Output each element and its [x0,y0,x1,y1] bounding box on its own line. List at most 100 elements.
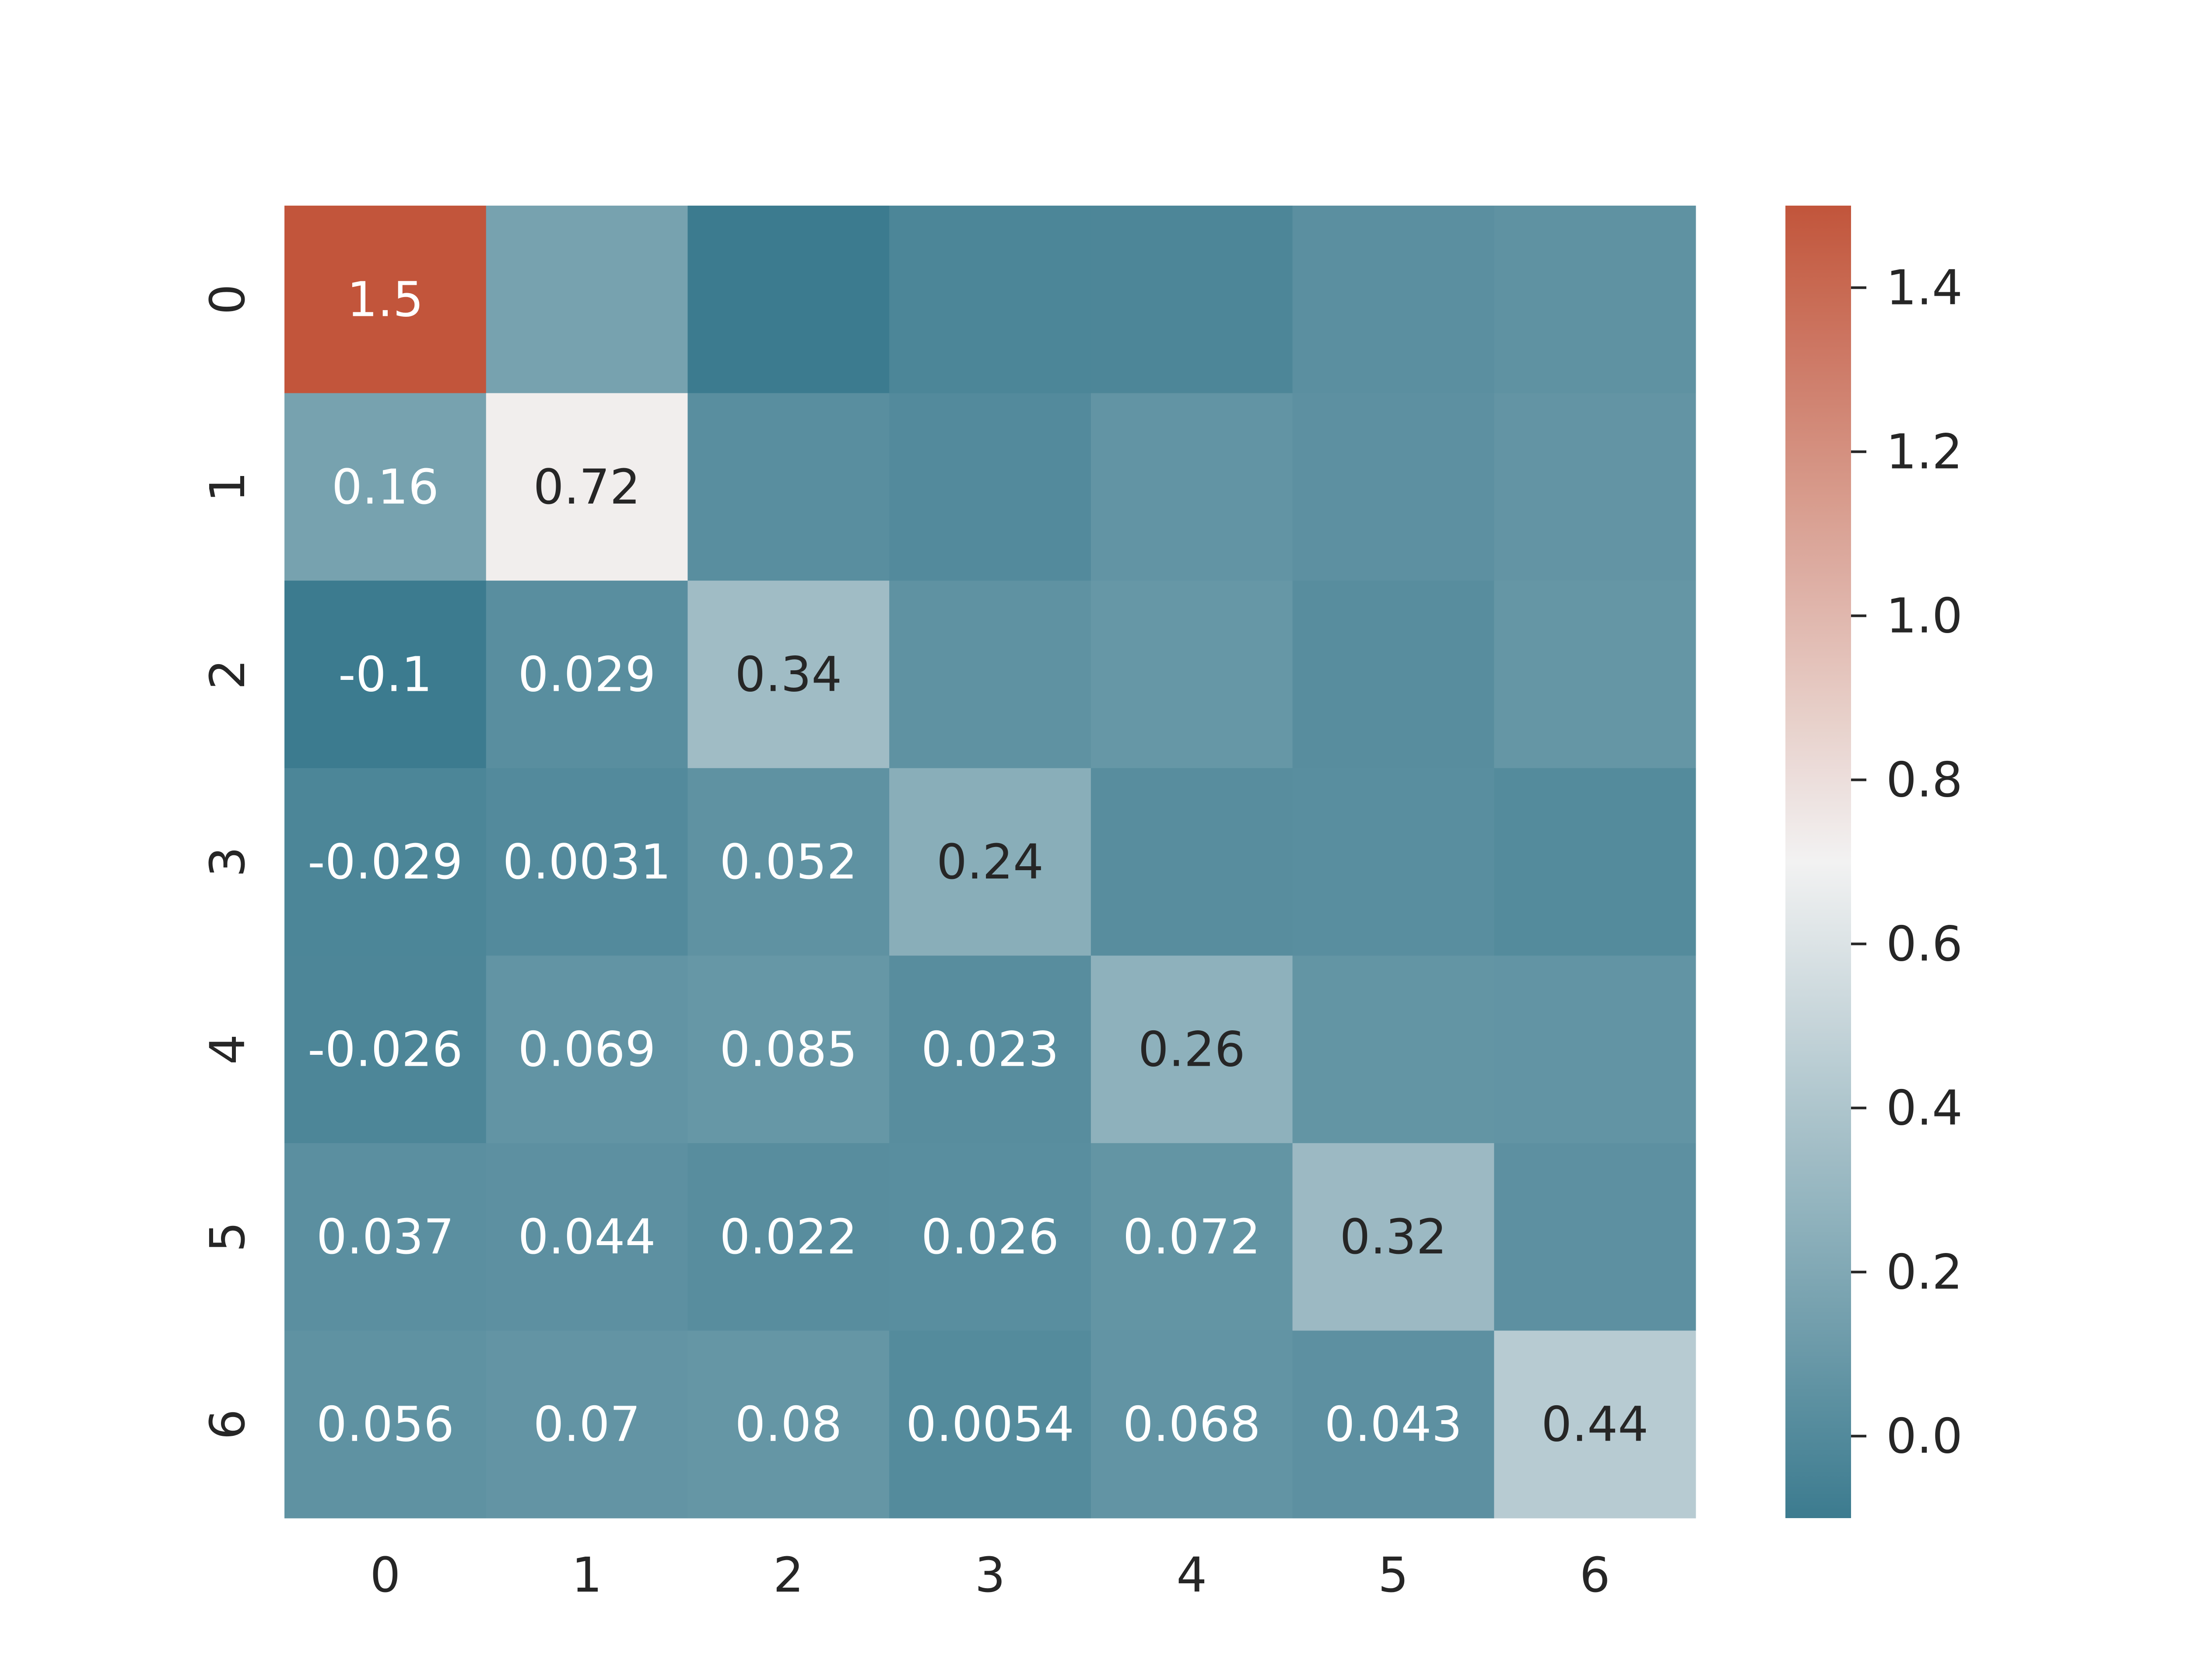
y-axis-ticks: 0 1 2 3 4 5 6 [200,284,256,1439]
heatmap-cell [889,1330,1091,1519]
heatmap-cell [687,393,890,581]
heatmap-cell [284,581,487,769]
cell-value-label: 0.044 [518,1209,656,1265]
heatmap-cell [1090,1330,1293,1519]
cell-value-label: 0.068 [1123,1396,1261,1452]
y-tick-label: 5 [200,1222,256,1252]
heatmap-cell [889,393,1091,581]
x-tick-label: 2 [773,1547,804,1603]
heatmap-cell [1494,393,1696,581]
cell-value-label: -0.029 [308,834,463,890]
heatmap-cell [1494,581,1696,769]
heatmap-cell [1292,768,1494,956]
heatmap-cell [486,206,688,394]
colorbar: 0.0 0.2 0.4 0.6 0.8 1.0 1.2 1.4 [1785,206,1963,1518]
colorbar-tick-label: 1.2 [1886,424,1963,480]
heatmap-cell [687,956,890,1144]
heatmap-cell [687,1143,890,1331]
cell-value-label: 0.34 [735,646,842,702]
heatmap-cell [1494,1330,1696,1519]
heatmap-cell [1292,206,1494,394]
heatmap-cell [1090,1143,1293,1331]
heatmap-cell [687,1330,890,1519]
heatmap-cell [687,206,890,394]
cell-value-label: 0.043 [1324,1396,1462,1452]
heatmap-cell [687,581,890,769]
heatmap-cell [1494,956,1696,1144]
cell-value-label: 0.26 [1138,1022,1245,1078]
heatmap-cell [889,206,1091,394]
heatmap-cell [1292,581,1494,769]
cell-value-label: 0.07 [533,1396,641,1452]
y-tick-label: 2 [200,659,256,690]
colorbar-tick-label: 0.0 [1886,1408,1963,1464]
heatmap-cell [284,206,487,394]
heatmap-cell [284,956,487,1144]
cell-value-label: 0.072 [1123,1209,1261,1265]
heatmap-cell [889,1143,1091,1331]
cell-value-label: 0.056 [316,1396,454,1452]
heatmap-cell [889,956,1091,1144]
colorbar-gradient [1785,206,1851,1518]
heatmap-cell [1292,1330,1494,1519]
heatmap-cells [284,206,1696,1519]
cell-value-label: 0.022 [719,1209,857,1265]
cell-value-label: 0.32 [1339,1209,1447,1265]
x-tick-label: 6 [1580,1547,1610,1603]
cell-value-label: 0.023 [921,1022,1059,1078]
colorbar-tick-label: 1.4 [1886,260,1963,316]
heatmap-cell [889,581,1091,769]
heatmap-cell [284,768,487,956]
heatmap-cell [284,393,487,581]
cell-value-label: 0.029 [518,646,656,702]
y-tick-label: 3 [200,847,256,877]
cell-value-label: 0.085 [719,1022,857,1078]
heatmap-cell [486,1330,688,1519]
heatmap-cell [486,956,688,1144]
x-tick-label: 1 [572,1547,602,1603]
heatmap-cell [1090,956,1293,1144]
colorbar-tick-label: 0.8 [1886,752,1963,808]
x-tick-label: 4 [1176,1547,1207,1603]
heatmap-cell [1090,768,1293,956]
cell-value-label: 0.037 [316,1209,454,1265]
x-tick-label: 5 [1378,1547,1409,1603]
heatmap-cell [1090,393,1293,581]
y-tick-label: 6 [200,1409,256,1440]
y-tick-label: 4 [200,1034,256,1065]
heatmap-cell [1090,206,1293,394]
heatmap-cell [486,393,688,581]
x-axis-ticks: 0 1 2 3 4 5 6 [370,1547,1610,1603]
heatmap-cell [687,768,890,956]
colorbar-tick-label: 0.6 [1886,916,1963,972]
x-tick-label: 0 [370,1547,400,1603]
cell-value-label: -0.1 [338,646,432,702]
heatmap-cell [486,1143,688,1331]
cell-value-label: 0.0054 [906,1396,1074,1452]
cell-value-label: 0.24 [936,834,1044,890]
heatmap-cell [486,581,688,769]
cell-value-label: 0.026 [921,1209,1059,1265]
cell-value-label: 0.052 [719,834,857,890]
heatmap-cell [486,768,688,956]
cell-value-label: 0.0031 [503,834,671,890]
heatmap-cell [889,768,1091,956]
colorbar-tick-label: 0.2 [1886,1244,1963,1300]
heatmap-cell [1090,581,1293,769]
y-tick-label: 1 [200,472,256,502]
x-tick-label: 3 [975,1547,1006,1603]
heatmap-cell [1292,1143,1494,1331]
cell-value-label: 0.16 [332,459,439,515]
y-tick-label: 0 [200,284,256,315]
cell-value-label: -0.026 [308,1022,463,1078]
heatmap-cell-labels: 1.5 0.16 0.72 -0.1 0.029 0.34 -0.029 0.0031 0.05… [308,271,1648,1452]
heatmap-cell [1292,956,1494,1144]
colorbar-tick-label: 1.0 [1886,588,1963,644]
heatmap-cell [1494,768,1696,956]
cell-value-label: 0.44 [1541,1396,1648,1452]
heatmap-cell [284,1330,487,1519]
heatmap-cell [1494,206,1696,394]
cell-value-label: 0.08 [735,1396,842,1452]
cell-value-label: 0.72 [533,459,641,515]
